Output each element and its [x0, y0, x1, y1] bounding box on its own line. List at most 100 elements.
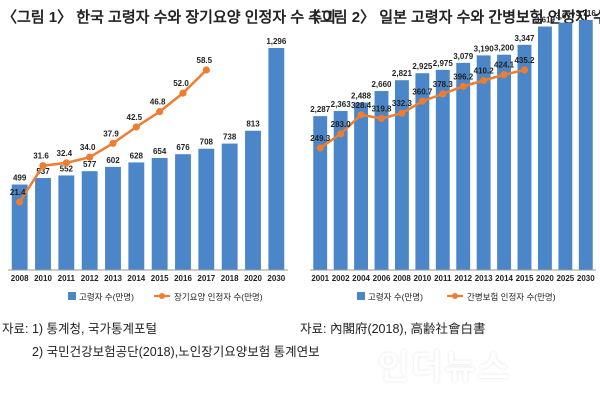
japan-line-point: [377, 114, 386, 123]
japan-line-point: [316, 144, 324, 152]
korea-line-point: [16, 198, 24, 206]
korea-bar: [245, 130, 261, 270]
japan-bar-label: 3,619: [535, 16, 556, 25]
korea-bar: [105, 166, 121, 270]
japan-line-point: [418, 97, 426, 105]
japan-x-tick-label: 2011: [434, 274, 452, 283]
japan-line-label: 249.3: [310, 134, 331, 143]
japan-line-point: [459, 82, 467, 90]
korea-bar-label: 628: [130, 151, 144, 160]
korea-bar-label: 537: [36, 167, 50, 176]
korea-bar: [58, 175, 75, 270]
japan-bar-label: 3,190: [474, 44, 495, 53]
japan-bar-label: 3,200: [494, 44, 515, 53]
korea-legend-bar-swatch: [68, 292, 76, 300]
japan-legend-line-marker: [452, 293, 458, 299]
japan-bar: [456, 62, 471, 270]
japan-x-tick-label: 2025: [556, 274, 574, 283]
japan-line-point: [357, 111, 365, 119]
korea-line-point: [109, 139, 117, 147]
korea-bar-label: 654: [153, 147, 167, 156]
chart-title-korea: 〈그림 1〉 한국 고령자 수와 장기요양 인정자 수 추이: [2, 9, 336, 26]
japan-x-tick-label: 2013: [475, 274, 493, 283]
japan-x-tick-label: 2012: [454, 274, 472, 283]
japan-bar: [537, 26, 552, 271]
korea-bar-label: 738: [223, 133, 237, 142]
korea-bar: [151, 157, 168, 270]
korea-x-tick-label: 2020: [244, 274, 262, 283]
japan-bar-label: 2,287: [310, 105, 331, 114]
korea-bar: [81, 171, 98, 270]
korea-x-tick-label: 2011: [58, 274, 76, 283]
korea-line-label: 31.6: [33, 152, 49, 161]
korea-x-tick-label: 2030: [267, 274, 285, 283]
japan-bar-label: 2,975: [433, 59, 454, 68]
japan-bar: [374, 91, 389, 271]
korea-line-label: 32.4: [57, 149, 73, 158]
korea-line-point: [156, 108, 164, 116]
korea-bar: [268, 48, 285, 270]
korea-bar: [198, 148, 215, 270]
korea-legend-line-marker: [159, 293, 165, 299]
korea-x-tick-label: 2017: [197, 274, 215, 283]
japan-bar: [435, 69, 450, 270]
korea-bar-label: 577: [83, 160, 97, 169]
japan-x-tick-label: 2008: [393, 274, 411, 283]
korea-bar: [221, 143, 238, 270]
korea-legend-line-label: 장기요양 인정자 수(만명): [174, 292, 263, 302]
korea-bar-label: 813: [246, 120, 260, 129]
korea-legend-bar-label: 고령자 수(만명): [79, 292, 134, 302]
korea-bar: [11, 184, 28, 270]
japan-x-tick-label: 2030: [577, 274, 595, 283]
japan-bar-label: 2,488: [351, 92, 372, 101]
japan-line-label: 410.2: [474, 66, 495, 75]
korea-x-tick-label: 2010: [34, 274, 52, 283]
japan-line-label: 378.3: [433, 80, 454, 89]
korea-bar-label: 552: [60, 164, 74, 173]
korea-line-point: [86, 153, 94, 161]
japan-bar: [517, 44, 532, 271]
japan-bar: [476, 55, 491, 270]
watermark-logo: 인더뉴스: [378, 349, 512, 387]
korea-line-point: [132, 123, 140, 131]
japan-bar-label: 2,821: [392, 69, 413, 78]
source-japan: 자료: 內閣府(2018), 高齢社會白書: [300, 322, 486, 336]
source-korea-line2: 2) 국민건강보험공단(2018),노인장기요양보험 통계연보: [32, 345, 320, 359]
japan-bar-label: 2,660: [371, 80, 392, 89]
japan-line-point: [520, 66, 529, 74]
korea-line-label: 46.8: [150, 98, 166, 107]
korea-line-label: 34.0: [80, 143, 96, 152]
japan-bar-label: 2,925: [412, 62, 433, 71]
korea-line-label: 58.5: [197, 56, 213, 65]
korea-line-point: [179, 89, 187, 97]
chart-title-japan: 〈그림 2〉 일본 고령자 수와 간병보험 인정자 수: [305, 9, 600, 26]
korea-bar-label: 676: [176, 143, 190, 152]
korea-line-label: 52.0: [173, 79, 189, 88]
japan-legend-line-label: 간병보험 인정자 수(만명): [467, 292, 556, 302]
korea-x-tick-label: 2013: [104, 274, 122, 283]
japan-line-label: 328.4: [351, 101, 372, 110]
japan-x-tick-label: 2015: [516, 274, 534, 283]
korea-line-label: 42.5: [127, 113, 143, 122]
japan-line-label: 283.0: [331, 120, 352, 129]
japan-bar-label: 3,677: [555, 12, 576, 21]
japan-line-label: 332.3: [392, 99, 413, 108]
japan-line-point: [398, 109, 406, 117]
japan-line-label: 396.2: [453, 72, 474, 81]
korea-bar: [175, 154, 191, 270]
korea-bar-label: 1,296: [266, 37, 287, 46]
japan-line-label: 424.1: [494, 61, 515, 70]
japan-line-label: 360.7: [412, 87, 433, 96]
korea-x-tick-label: 2012: [81, 274, 99, 283]
korea-bar: [35, 178, 51, 270]
japan-x-tick-label: 2020: [536, 274, 554, 283]
japan-x-tick-label: 2010: [413, 274, 431, 283]
japan-x-tick-label: 2002: [332, 274, 350, 283]
japan-bar: [313, 116, 328, 270]
japan-line-point: [500, 71, 508, 79]
korea-line-label: 21.4: [10, 188, 26, 197]
japan-bar: [558, 22, 573, 270]
korea-bar: [128, 162, 145, 270]
korea-bar-label: 499: [13, 174, 27, 183]
